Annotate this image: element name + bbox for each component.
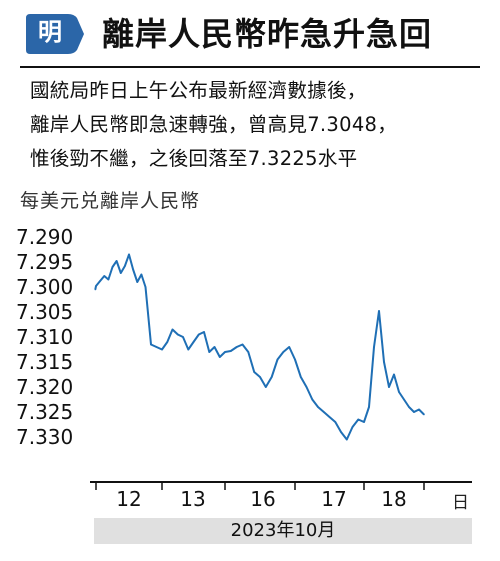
title-divider [20, 66, 480, 68]
data-point [368, 406, 370, 408]
data-point [340, 431, 342, 433]
data-point [208, 351, 211, 353]
y-tick-label: 7.300 [16, 275, 73, 299]
data-point [115, 260, 118, 262]
y-tick-label: 7.310 [16, 325, 73, 349]
x-tick-label: 16 [250, 487, 275, 511]
data-point [334, 421, 337, 423]
y-tick-label: 7.305 [16, 300, 73, 324]
data-point [182, 336, 184, 338]
description-line: 惟後勁不繼，之後回落至7.3225水平 [30, 147, 358, 170]
x-tick-label: 18 [381, 487, 406, 511]
data-point [311, 398, 314, 401]
data-point [418, 408, 420, 411]
data-point [373, 346, 375, 348]
data-point [305, 386, 308, 388]
date-period-label: 2023年10月 [230, 520, 336, 541]
data-point [230, 350, 232, 352]
data-point [413, 411, 415, 413]
x-tick-label: 13 [180, 487, 205, 511]
data-point [241, 343, 244, 346]
data-point [299, 376, 302, 378]
data-point [345, 438, 348, 441]
data-point [351, 426, 354, 428]
data-point [197, 333, 200, 336]
y-tick-label: 7.295 [16, 250, 73, 274]
data-point [94, 288, 97, 291]
page-title: 離岸人民幣昨急升急回 [102, 15, 433, 53]
data-point [403, 398, 405, 401]
data-point [95, 285, 97, 287]
logo-badge [26, 14, 84, 54]
data-point [398, 391, 400, 393]
newspaper-logo-icon [26, 14, 84, 54]
x-tick-label: 12 [116, 487, 141, 511]
data-point [187, 348, 190, 351]
data-point [224, 351, 226, 353]
data-point [423, 413, 425, 416]
data-point [136, 281, 139, 283]
data-point [317, 406, 319, 408]
data-point [124, 265, 126, 267]
data-point [103, 275, 106, 277]
data-point [294, 358, 296, 361]
data-point [192, 341, 195, 343]
data-point [408, 406, 410, 408]
data-point [247, 351, 250, 353]
y-tick-label: 7.330 [16, 425, 73, 449]
data-point [282, 351, 285, 353]
header: 明 離岸人民幣昨急升急回 [20, 10, 480, 60]
date-period-bar: 2023年10月 [94, 518, 472, 544]
description-line: 國統局昨日上午公布最新經濟數據後， [30, 79, 367, 102]
x-axis-unit: 日 [452, 493, 469, 513]
data-point [218, 356, 221, 358]
y-tick-label: 7.290 [16, 225, 73, 249]
data-point [253, 371, 255, 373]
data-point [270, 376, 273, 378]
chart-ylabel: 每美元兑離岸人民幣 [20, 190, 201, 212]
data-point [155, 346, 158, 348]
data-point [111, 266, 114, 268]
data-point [328, 416, 331, 418]
data-point [288, 346, 290, 348]
data-point [203, 331, 205, 333]
logo-text: 明 [38, 17, 62, 46]
description-block: 國統局昨日上午公布最新經濟數據後， 離岸人民幣即急速轉強，曾高見7.3048， … [30, 74, 480, 176]
data-point [213, 346, 216, 348]
data-point [259, 376, 261, 378]
data-point [378, 310, 380, 312]
x-tick-label: 17 [321, 487, 346, 511]
data-point [144, 286, 147, 288]
data-point [99, 280, 101, 282]
data-point [166, 341, 169, 343]
data-point [161, 348, 163, 351]
data-point [383, 361, 385, 363]
data-point [322, 411, 325, 413]
y-tick-label: 7.315 [16, 350, 73, 374]
data-point [119, 272, 122, 274]
data-point [363, 421, 365, 423]
data-point [107, 278, 110, 281]
description-line: 離岸人民幣即急速轉強，曾高見7.3048， [30, 113, 398, 136]
data-point [128, 253, 130, 256]
y-tick-label: 7.320 [16, 375, 73, 399]
data-point [265, 386, 267, 388]
data-point [176, 333, 179, 336]
data-point [235, 346, 238, 348]
data-point [140, 273, 143, 276]
data-point [276, 358, 279, 361]
data-point [150, 343, 152, 346]
y-tick-label: 7.325 [16, 400, 73, 424]
data-point [132, 268, 134, 271]
data-point [171, 328, 174, 331]
data-point [357, 418, 360, 421]
data-point [393, 373, 395, 376]
data-point [388, 386, 390, 388]
